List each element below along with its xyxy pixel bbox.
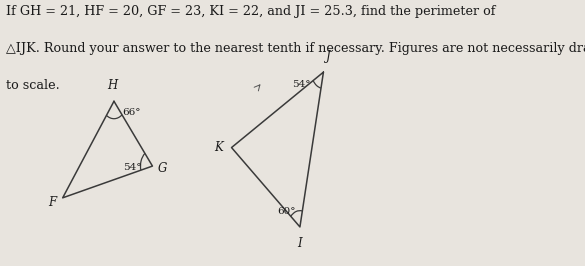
Text: K: K <box>214 141 223 154</box>
Text: △IJK. Round your answer to the nearest tenth if necessary. Figures are not neces: △IJK. Round your answer to the nearest t… <box>6 42 585 55</box>
Text: F: F <box>48 196 56 209</box>
Text: J: J <box>326 50 331 63</box>
Text: 60°: 60° <box>277 207 295 216</box>
Text: 54°: 54° <box>123 163 142 172</box>
Text: I: I <box>297 237 301 250</box>
Text: G: G <box>158 162 167 175</box>
Text: 54°: 54° <box>292 80 311 89</box>
Text: to scale.: to scale. <box>6 79 60 92</box>
Text: If GH = 21, HF = 20, GF = 23, KI = 22, and JI = 25.3, find the perimeter of: If GH = 21, HF = 20, GF = 23, KI = 22, a… <box>6 5 495 18</box>
Text: 66°: 66° <box>122 108 141 117</box>
Text: H: H <box>108 79 118 92</box>
